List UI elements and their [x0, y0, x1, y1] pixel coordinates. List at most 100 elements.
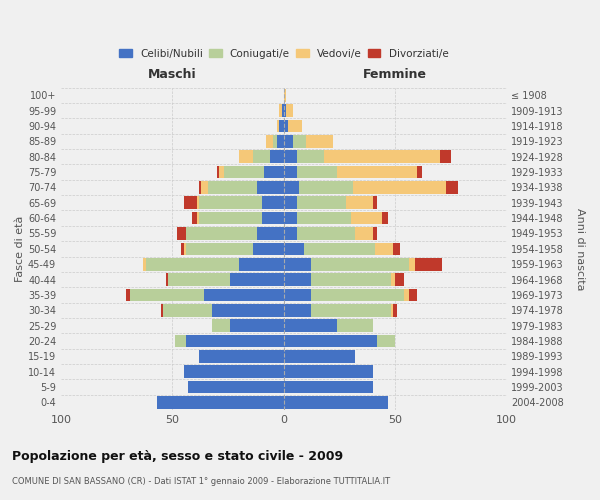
Text: Femmine: Femmine [363, 68, 427, 82]
Bar [284, 258, 311, 270]
Bar [373, 196, 377, 209]
Bar [375, 242, 393, 255]
Bar [284, 181, 299, 194]
Bar [353, 181, 446, 194]
Bar [311, 274, 391, 286]
Bar [199, 196, 262, 209]
Bar [230, 274, 284, 286]
Bar [281, 104, 284, 117]
Bar [163, 304, 212, 316]
Bar [186, 334, 284, 347]
Bar [197, 196, 199, 209]
Bar [373, 227, 377, 240]
Bar [284, 104, 286, 117]
Bar [266, 135, 272, 147]
Bar [197, 212, 199, 224]
Bar [161, 304, 163, 316]
Bar [193, 212, 197, 224]
Bar [284, 350, 355, 362]
Bar [382, 212, 388, 224]
Bar [202, 181, 208, 194]
Bar [284, 89, 286, 102]
Bar [166, 274, 168, 286]
Bar [311, 304, 391, 316]
Bar [212, 304, 284, 316]
Bar [355, 227, 373, 240]
Bar [377, 334, 395, 347]
Bar [130, 288, 203, 301]
Bar [346, 196, 373, 209]
Bar [284, 196, 297, 209]
Bar [297, 227, 355, 240]
Bar [272, 135, 277, 147]
Bar [297, 166, 337, 178]
Bar [188, 381, 284, 394]
Bar [440, 150, 451, 163]
Bar [284, 396, 388, 409]
Text: Maschi: Maschi [148, 68, 197, 82]
Bar [184, 366, 284, 378]
Bar [284, 366, 373, 378]
Bar [284, 150, 297, 163]
Bar [284, 242, 304, 255]
Bar [217, 166, 219, 178]
Bar [253, 242, 284, 255]
Bar [186, 242, 253, 255]
Bar [284, 304, 311, 316]
Bar [271, 150, 284, 163]
Bar [284, 288, 311, 301]
Bar [239, 150, 253, 163]
Bar [350, 212, 382, 224]
Bar [212, 320, 230, 332]
Bar [257, 227, 284, 240]
Legend: Celibi/Nubili, Coniugati/e, Vedovi/e, Divorziati/e: Celibi/Nubili, Coniugati/e, Vedovi/e, Di… [115, 44, 452, 62]
Bar [262, 212, 284, 224]
Bar [404, 288, 409, 301]
Bar [199, 350, 284, 362]
Bar [143, 258, 146, 270]
Bar [393, 304, 397, 316]
Bar [284, 320, 337, 332]
Text: Popolazione per età, sesso e stato civile - 2009: Popolazione per età, sesso e stato civil… [12, 450, 343, 463]
Bar [199, 212, 262, 224]
Bar [446, 181, 458, 194]
Bar [262, 196, 284, 209]
Bar [395, 274, 404, 286]
Bar [288, 120, 302, 132]
Bar [239, 258, 284, 270]
Bar [184, 242, 186, 255]
Bar [146, 258, 239, 270]
Bar [219, 166, 224, 178]
Bar [186, 227, 257, 240]
Bar [337, 166, 418, 178]
Bar [181, 242, 184, 255]
Bar [168, 274, 230, 286]
Text: COMUNE DI SAN BASSANO (CR) - Dati ISTAT 1° gennaio 2009 - Elaborazione TUTTITALI: COMUNE DI SAN BASSANO (CR) - Dati ISTAT … [12, 478, 390, 486]
Bar [391, 304, 393, 316]
Bar [284, 212, 297, 224]
Bar [297, 196, 346, 209]
Bar [299, 181, 353, 194]
Y-axis label: Anni di nascita: Anni di nascita [575, 208, 585, 290]
Bar [177, 227, 186, 240]
Bar [284, 381, 373, 394]
Bar [286, 104, 293, 117]
Bar [337, 320, 373, 332]
Bar [280, 104, 281, 117]
Bar [224, 166, 264, 178]
Bar [175, 334, 186, 347]
Bar [253, 150, 271, 163]
Bar [304, 242, 375, 255]
Bar [157, 396, 284, 409]
Bar [125, 288, 130, 301]
Bar [264, 166, 284, 178]
Bar [284, 334, 377, 347]
Bar [277, 135, 284, 147]
Bar [306, 135, 333, 147]
Bar [284, 166, 297, 178]
Bar [297, 150, 324, 163]
Bar [184, 196, 197, 209]
Bar [257, 181, 284, 194]
Bar [311, 288, 404, 301]
Bar [284, 135, 293, 147]
